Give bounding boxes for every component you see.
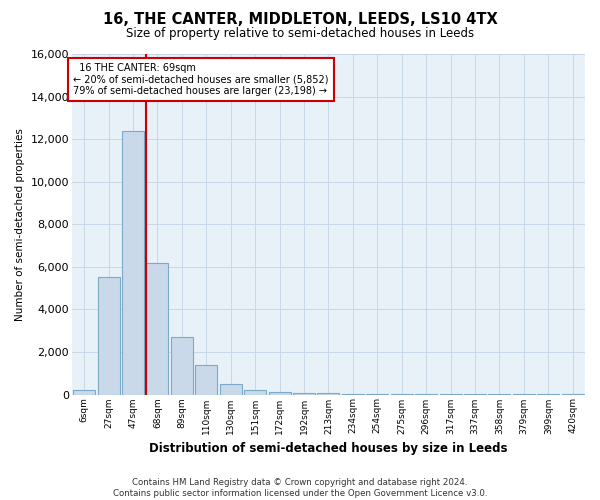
Bar xyxy=(269,392,290,394)
Bar xyxy=(220,384,242,394)
Bar xyxy=(73,390,95,394)
Bar xyxy=(98,278,119,394)
Bar xyxy=(317,393,340,394)
Bar xyxy=(244,390,266,394)
Y-axis label: Number of semi-detached properties: Number of semi-detached properties xyxy=(15,128,25,320)
Bar xyxy=(196,364,217,394)
Text: 16, THE CANTER, MIDDLETON, LEEDS, LS10 4TX: 16, THE CANTER, MIDDLETON, LEEDS, LS10 4… xyxy=(103,12,497,28)
Bar xyxy=(122,130,144,394)
Bar xyxy=(293,393,315,394)
Text: Size of property relative to semi-detached houses in Leeds: Size of property relative to semi-detach… xyxy=(126,28,474,40)
Bar xyxy=(146,262,169,394)
X-axis label: Distribution of semi-detached houses by size in Leeds: Distribution of semi-detached houses by … xyxy=(149,442,508,455)
Text: 16 THE CANTER: 69sqm
← 20% of semi-detached houses are smaller (5,852)
79% of se: 16 THE CANTER: 69sqm ← 20% of semi-detac… xyxy=(73,62,329,96)
Bar xyxy=(171,337,193,394)
Text: Contains HM Land Registry data © Crown copyright and database right 2024.
Contai: Contains HM Land Registry data © Crown c… xyxy=(113,478,487,498)
